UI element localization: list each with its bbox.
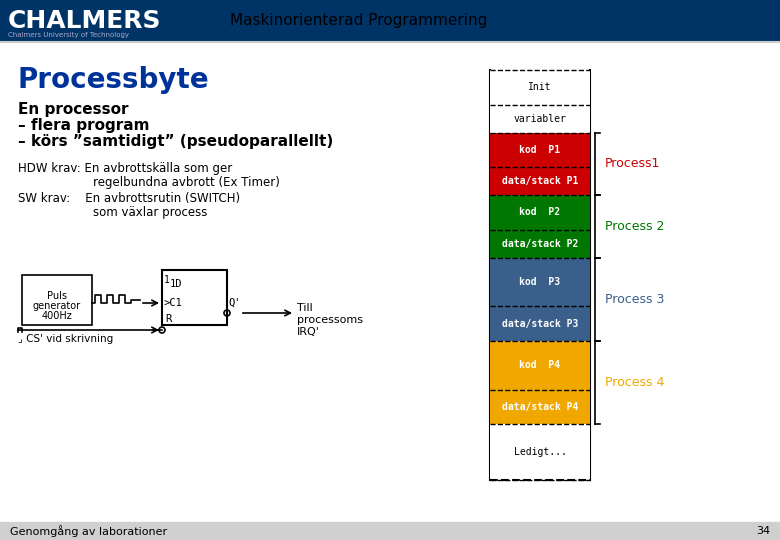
Bar [162, 270, 227, 325]
Text: Processbyte: Processbyte [18, 66, 210, 94]
Text: Maskinorienterad Programmering: Maskinorienterad Programmering [230, 14, 488, 29]
Text: data/stack P3: data/stack P3 [502, 319, 578, 329]
Text: R: R [165, 314, 172, 324]
Text: SW krav:    En avbrottsrutin (SWITCH): SW krav: En avbrottsrutin (SWITCH) [18, 192, 240, 205]
Text: Process 3: Process 3 [605, 293, 665, 306]
Text: – körs ”samtidigt” (pseudoparallellt): – körs ”samtidigt” (pseudoparallellt) [18, 134, 333, 149]
Bar [490, 105, 590, 132]
Text: En processor: En processor [18, 102, 129, 117]
Text: variabler: variabler [513, 113, 566, 124]
Text: processoms: processoms [297, 315, 363, 325]
Text: 1: 1 [164, 275, 170, 285]
Text: 34: 34 [756, 526, 770, 536]
Text: data/stack P4: data/stack P4 [502, 402, 578, 412]
Text: Puls: Puls [47, 291, 67, 301]
Text: Genomgång av laborationer: Genomgång av laborationer [10, 525, 167, 537]
Text: Ledigt...: Ledigt... [513, 447, 566, 457]
Text: kod  P4: kod P4 [519, 360, 561, 370]
Bar [490, 70, 590, 105]
Text: Process 4: Process 4 [605, 376, 665, 389]
Text: kod  P1: kod P1 [519, 145, 561, 155]
Text: >C1: >C1 [163, 298, 182, 308]
Text: Q': Q' [228, 298, 240, 308]
Text: generator: generator [33, 301, 81, 311]
Bar [490, 258, 590, 306]
Bar [490, 390, 590, 424]
Text: Process1: Process1 [605, 157, 661, 170]
Text: 400Hz: 400Hz [41, 311, 73, 321]
Bar [490, 195, 590, 230]
Text: Till: Till [297, 303, 313, 313]
Text: Chalmers University of Technology: Chalmers University of Technology [8, 32, 129, 38]
Bar [490, 167, 590, 195]
Text: Init: Init [528, 83, 551, 92]
Bar [490, 230, 590, 258]
Text: kod  P2: kod P2 [519, 207, 561, 218]
Bar [490, 306, 590, 341]
Text: som växlar process: som växlar process [18, 206, 207, 219]
Bar [0, 0, 780, 40]
Bar [490, 341, 590, 390]
Bar [0, 522, 780, 540]
Text: kod  P3: kod P3 [519, 277, 561, 287]
Bar [490, 132, 590, 167]
Bar [22, 275, 92, 325]
Text: regelbundna avbrott (Ex Timer): regelbundna avbrott (Ex Timer) [18, 176, 280, 189]
Bar [490, 424, 590, 480]
Text: data/stack P2: data/stack P2 [502, 239, 578, 249]
Text: data/stack P1: data/stack P1 [502, 176, 578, 186]
Text: HDW krav: En avbrottskälla som ger: HDW krav: En avbrottskälla som ger [18, 162, 232, 175]
Text: CHALMERS: CHALMERS [8, 9, 161, 33]
Text: 1D: 1D [170, 279, 183, 289]
Text: Process 2: Process 2 [605, 220, 665, 233]
Text: – flera program: – flera program [18, 118, 150, 133]
Text: IRQ': IRQ' [297, 327, 320, 337]
Text: ⌟ CS' vid skrivning: ⌟ CS' vid skrivning [18, 334, 113, 344]
